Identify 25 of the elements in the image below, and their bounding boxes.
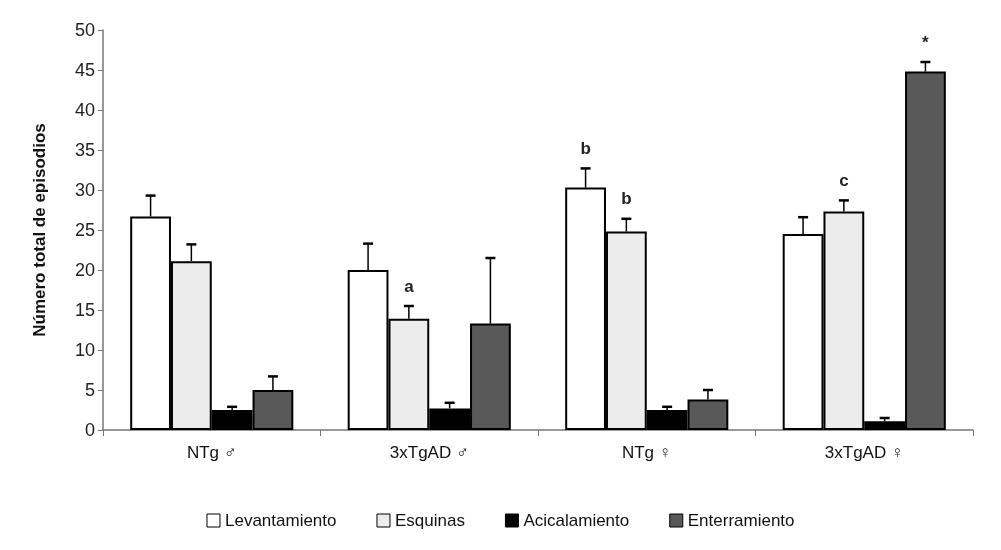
- x-tick-label: 3xTgAD ♂: [389, 443, 469, 462]
- y-tick-label: 25: [74, 220, 95, 240]
- y-tick-label: 15: [74, 300, 95, 320]
- data-label: b: [621, 189, 632, 209]
- y-tick-label: 45: [74, 60, 95, 80]
- y-tick-label: 10: [74, 340, 95, 360]
- y-tick-label: 20: [74, 260, 95, 280]
- y-axis-title: Número total de episodios: [30, 123, 49, 337]
- x-tick-label: NTg ♂: [186, 443, 237, 462]
- data-label: a: [404, 276, 415, 296]
- x-tick-label: NTg ♀: [621, 443, 672, 462]
- legend-label: Enterramiento: [687, 511, 795, 530]
- y-tick-label: 30: [74, 180, 95, 200]
- legend-label: Acicalamiento: [523, 511, 630, 530]
- data-label: c: [839, 170, 849, 190]
- data-label: b: [580, 138, 591, 158]
- legend-label: Levantamiento: [224, 511, 337, 530]
- legend-label: Esquinas: [394, 511, 465, 530]
- x-tick-label: 3xTgAD ♀: [824, 443, 904, 462]
- y-tick-label: 35: [74, 140, 95, 160]
- data-label: *: [922, 32, 930, 52]
- y-tick-label: 40: [74, 100, 95, 120]
- y-tick-label: 50: [74, 20, 95, 40]
- y-tick-label: 0: [84, 420, 95, 440]
- y-tick-label: 5: [84, 380, 95, 400]
